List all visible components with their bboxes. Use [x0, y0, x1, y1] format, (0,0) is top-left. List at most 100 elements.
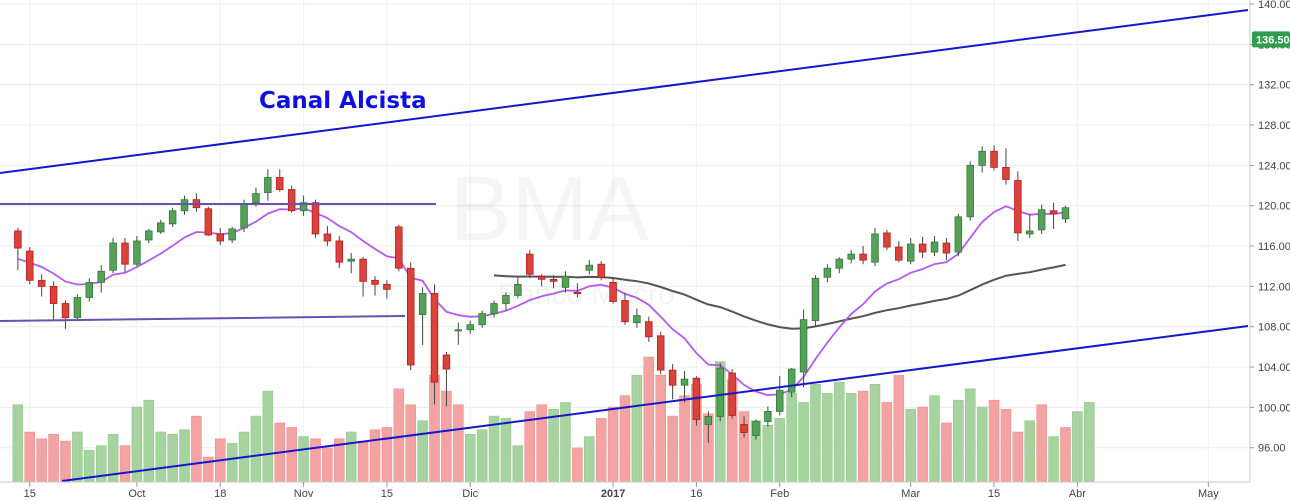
candle-body	[442, 354, 451, 370]
symbol-watermark: BMA	[450, 158, 650, 260]
volume-bar	[595, 418, 607, 483]
candle-body	[73, 297, 82, 319]
volume-bar	[357, 440, 369, 483]
volume-bar	[1084, 402, 1095, 483]
x-tick-label: Nov	[294, 488, 314, 500]
volume-bar	[286, 427, 297, 483]
volume-bar	[1072, 411, 1083, 483]
candle-body	[311, 202, 320, 235]
volume-bar	[24, 431, 36, 483]
volume-bar	[464, 434, 476, 483]
y-tick-label: 128.00	[1258, 120, 1290, 132]
volume-bar	[655, 374, 666, 483]
y-tick-label: 104.00	[1258, 362, 1290, 374]
volume-bar	[631, 374, 643, 483]
candle-body	[573, 292, 582, 295]
candle-body	[966, 164, 974, 218]
volume-bar	[36, 438, 47, 483]
candle-body	[383, 283, 391, 290]
volume-bar	[310, 438, 321, 483]
volume-bar	[798, 402, 809, 483]
candle-body	[145, 230, 153, 241]
last-price-badge	[1252, 31, 1290, 48]
upper-channel-line[interactable]	[0, 9, 1249, 174]
volume-bar	[1036, 404, 1047, 483]
volume-bar	[964, 388, 976, 483]
candle-body	[906, 243, 915, 262]
candle-body	[918, 243, 927, 253]
candle-body	[204, 208, 213, 236]
x-tick-label: May	[1198, 488, 1219, 500]
volume-bar	[191, 415, 202, 483]
volume-bar	[453, 404, 464, 483]
volume-bar	[476, 429, 488, 483]
support-line[interactable]	[0, 315, 406, 322]
volume-bar	[72, 431, 83, 483]
candle-body	[276, 177, 284, 190]
candle-body	[764, 411, 772, 422]
volume-bar	[869, 384, 881, 483]
candle-body	[240, 203, 248, 229]
volume-bar	[929, 395, 940, 483]
candle-body	[895, 246, 903, 261]
candle-body	[1002, 166, 1010, 180]
candle-body	[811, 277, 820, 322]
volume-bar	[226, 443, 238, 483]
volume-bar	[881, 402, 893, 483]
y-axis-ticks: 96.00 100.00 104.00 108.00 112.00 116.00 120.0…	[1250, 0, 1290, 455]
moving-averages	[17, 205, 1066, 397]
candle-body	[621, 300, 629, 323]
y-tick-label: 112.00	[1258, 281, 1290, 293]
volume-bars	[12, 356, 1095, 483]
volume-bar	[774, 418, 786, 483]
candle-body	[252, 193, 260, 204]
volume-bar	[834, 381, 845, 483]
candle-body	[49, 285, 58, 304]
x-tick-label: 15	[381, 488, 393, 500]
candle-body	[1026, 230, 1034, 235]
volume-bar	[345, 431, 357, 483]
candle-body	[776, 389, 784, 412]
candle-body	[228, 228, 236, 241]
candle-body	[537, 275, 546, 280]
x-axis-ticks: 15 Oct 18 Nov 15 Dic 2017 16 Feb Mar 15 Abr May	[24, 482, 1219, 500]
candle-body	[633, 315, 641, 324]
volume-bar	[119, 445, 131, 483]
candle-body	[1061, 207, 1070, 220]
lower-channel-line[interactable]	[61, 325, 1249, 482]
candle-body	[156, 222, 165, 233]
candle-body	[930, 241, 939, 253]
x-tick-label: Mar	[901, 488, 920, 500]
y-tick-label: 100.00	[1258, 402, 1290, 414]
volume-bar	[262, 390, 274, 483]
y-tick-label: 120.00	[1258, 201, 1290, 213]
candle-body	[859, 253, 867, 261]
volume-bar	[607, 406, 619, 483]
candle-body	[26, 250, 34, 281]
volume-bar	[548, 409, 559, 483]
volume-bar	[179, 429, 190, 483]
candle-body	[514, 283, 522, 296]
volume-bar	[917, 406, 928, 483]
candle-body	[799, 319, 808, 373]
volume-bar	[845, 393, 857, 483]
volume-bar	[417, 420, 428, 483]
volume-bar	[667, 415, 678, 483]
x-tick-label: 18	[214, 488, 226, 500]
volume-bar	[572, 447, 583, 483]
x-tick-label: 2017	[601, 488, 625, 500]
trend-lines[interactable]	[0, 9, 1249, 482]
x-tick-label: Abr	[1069, 488, 1086, 500]
y-tick-label: 116.00	[1258, 241, 1290, 253]
volume-bar	[48, 434, 59, 483]
volume-bar	[762, 424, 774, 483]
candle-body	[216, 233, 224, 242]
volume-bar	[500, 418, 512, 483]
volume-bar	[953, 399, 964, 483]
candle-body	[823, 267, 832, 278]
candle-body	[1037, 209, 1046, 231]
candle-body	[359, 258, 367, 282]
volume-bar	[155, 431, 166, 483]
